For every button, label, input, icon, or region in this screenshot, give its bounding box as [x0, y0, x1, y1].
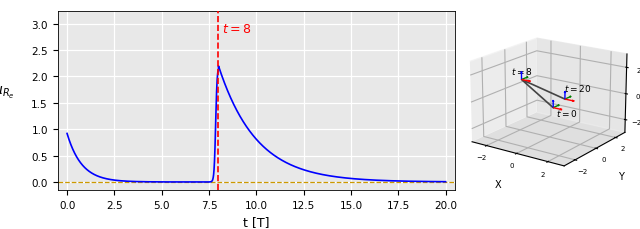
X-axis label: t [T]: t [T] — [243, 215, 269, 228]
Y-axis label: Y: Y — [618, 171, 624, 181]
Text: $t = 8$: $t = 8$ — [222, 22, 252, 35]
Y-axis label: $\mu_{R_e}$: $\mu_{R_e}$ — [0, 85, 14, 101]
X-axis label: X: X — [495, 179, 502, 189]
